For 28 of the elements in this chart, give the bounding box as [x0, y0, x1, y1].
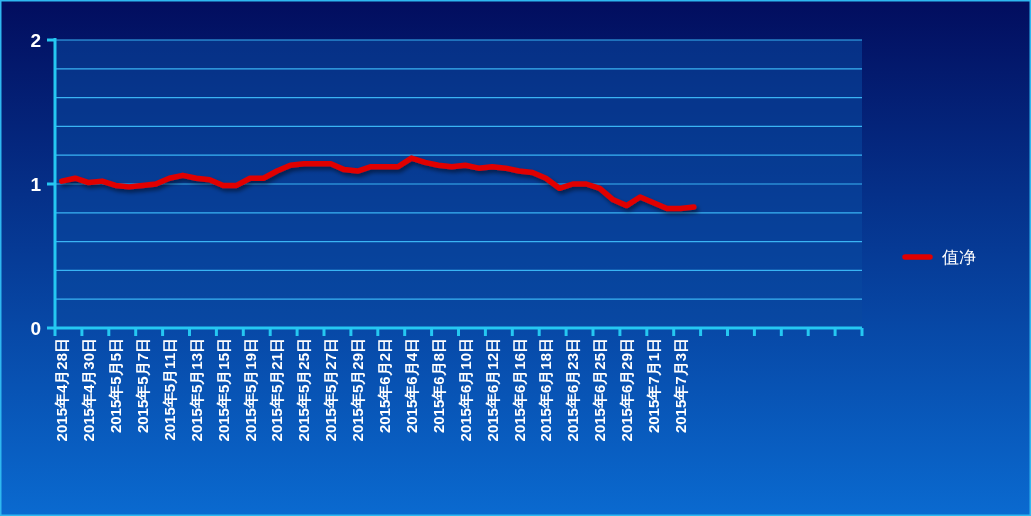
x-tick-label: 2015年4月28日 — [53, 338, 71, 442]
x-tick-label: 2015年5月7日 — [133, 338, 151, 434]
x-tick-label: 2015年7月3日 — [671, 338, 689, 434]
y-tick-label: 2 — [30, 29, 41, 51]
x-tick-label: 2015年5月21日 — [268, 338, 286, 442]
x-tick-label: 2015年5月5日 — [107, 338, 125, 434]
y-tick-label: 0 — [30, 317, 41, 339]
x-tick-label: 2015年6月4日 — [402, 338, 420, 434]
x-tick-label: 2015年4月30日 — [80, 338, 98, 442]
x-tick-label: 2015年6月12日 — [483, 338, 501, 442]
x-tick-label: 2015年5月19日 — [241, 338, 259, 442]
y-tick-label: 1 — [30, 173, 42, 195]
x-tick-label: 2015年5月13日 — [187, 338, 205, 442]
x-tick-label: 2015年7月1日 — [645, 338, 663, 434]
x-tick-label: 2015年6月10日 — [456, 338, 474, 442]
x-tick-label: 2015年5月25日 — [295, 338, 313, 442]
x-tick-label: 2015年6月16日 — [510, 338, 528, 442]
x-tick-label: 2015年6月18日 — [537, 338, 555, 442]
x-tick-label: 2015年6月2日 — [376, 338, 394, 434]
legend-label: 值净 — [942, 247, 976, 267]
x-tick-label: 2015年6月23日 — [564, 338, 582, 442]
x-tick-label: 2015年5月15日 — [214, 338, 232, 442]
x-tick-label: 2015年6月29日 — [618, 338, 636, 442]
x-tick-label: 2015年5月11日 — [160, 338, 178, 441]
x-tick-label: 2015年5月27日 — [322, 338, 340, 442]
x-tick-label: 2015年6月25日 — [591, 338, 609, 442]
x-tick-label: 2015年6月8日 — [429, 338, 447, 434]
x-tick-label: 2015年5月29日 — [349, 338, 367, 442]
